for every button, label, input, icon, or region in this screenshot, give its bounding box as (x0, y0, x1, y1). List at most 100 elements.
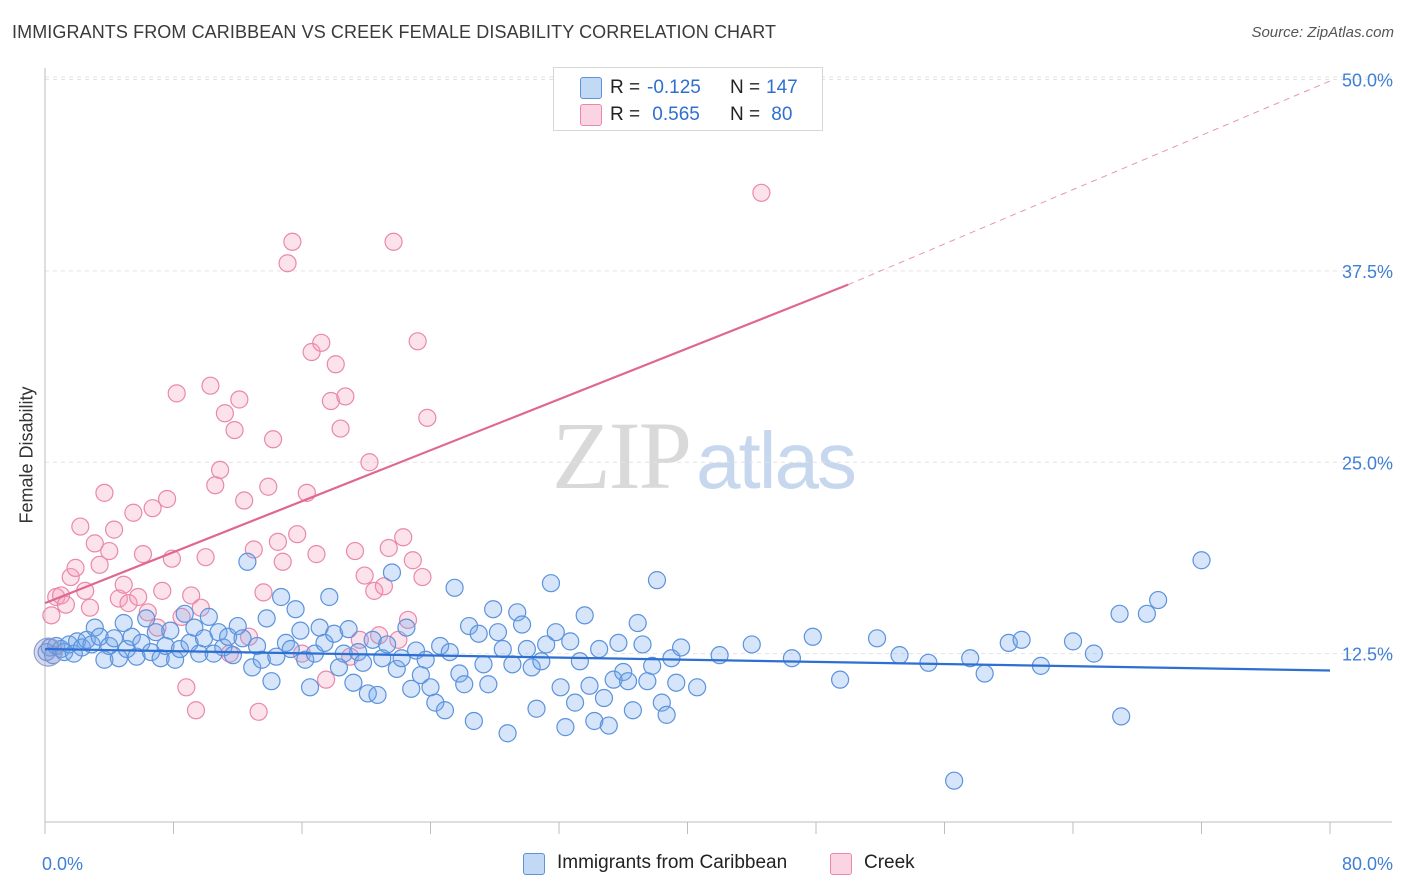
creek-point (345, 541, 365, 561)
caribbean-point (522, 658, 541, 677)
n-value: 80 (766, 104, 793, 125)
creek-point (42, 606, 61, 625)
creek-point (336, 387, 355, 406)
creek-point (133, 545, 153, 564)
caribbean-point (281, 639, 300, 659)
x-tick-label: 0.0% (42, 854, 83, 874)
r-label: R = (610, 104, 641, 125)
creek-point (268, 532, 288, 551)
creek-point (273, 552, 292, 571)
watermark: ZIPatlas (552, 400, 857, 511)
caribbean-point (546, 623, 565, 642)
caribbean-point (344, 673, 363, 692)
caribbean-point (688, 678, 707, 697)
caribbean-point (532, 652, 551, 671)
creek-point (138, 603, 157, 622)
creek-point (90, 555, 109, 574)
creek-point (283, 232, 302, 251)
creek-point (225, 420, 244, 440)
tick-labels: 12.5% 25.0% 37.5% 50.0% 0.0% 80.0% (42, 71, 1393, 875)
creek-point (413, 567, 432, 587)
caribbean-point (565, 693, 585, 712)
caribbean-cluster-point (33, 637, 63, 667)
caribbean-point (541, 574, 561, 593)
creek-point (360, 453, 379, 472)
creek-point (95, 483, 114, 502)
creek-point (398, 610, 418, 630)
caribbean-point (474, 655, 493, 674)
creek-point (109, 589, 128, 608)
caribbean-point (575, 606, 594, 625)
caribbean-point (527, 699, 546, 718)
creek-point (259, 477, 278, 496)
caribbean-point (498, 724, 517, 743)
caribbean-point (114, 613, 133, 633)
creek-point (307, 545, 326, 564)
y-tick-label: 50.0% (1342, 71, 1393, 91)
y-tick-label: 25.0% (1342, 453, 1393, 473)
caribbean-point (272, 587, 291, 607)
caribbean-point (1012, 630, 1031, 649)
legend-swatch-creek (580, 104, 602, 126)
caribbean-point (329, 658, 349, 677)
caribbean-point (975, 664, 994, 683)
creek-point (104, 520, 124, 539)
caribbean-point (479, 675, 498, 694)
caribbean-point (455, 675, 474, 694)
caribbean-point (488, 623, 508, 642)
caribbean-point (122, 627, 141, 646)
caribbean-point (146, 623, 165, 642)
caribbean-point (199, 607, 218, 626)
caribbean-point (867, 629, 887, 648)
legend-swatch-caribbean (580, 77, 602, 99)
caribbean-point (175, 604, 194, 623)
creek-point (384, 232, 403, 251)
legend-label-caribbean: Immigrants from Caribbean (557, 852, 788, 873)
r-value: -0.125 (647, 77, 701, 98)
chart-title: IMMIGRANTS FROM CARIBBEAN VS CREEK FEMAL… (12, 22, 777, 42)
legend-swatch-creek (830, 853, 852, 875)
caribbean-point (609, 633, 628, 653)
creek-point (172, 607, 191, 626)
creek-point (201, 376, 220, 395)
creek-point (365, 581, 384, 600)
caribbean-point (657, 705, 676, 724)
creek-point (114, 575, 133, 594)
creek-point (85, 534, 104, 553)
n-value: 147 (766, 77, 798, 98)
creek-point (66, 558, 85, 577)
caribbean-point (257, 609, 276, 628)
caribbean-point (580, 676, 599, 695)
creek-point (752, 183, 771, 202)
caribbean-point (161, 621, 180, 640)
caribbean-point (137, 609, 156, 628)
caribbean-point (594, 688, 614, 708)
creek-point (374, 577, 394, 596)
caribbean-point (1063, 632, 1083, 651)
creek-point (254, 583, 273, 602)
caribbean-point (291, 621, 310, 640)
caribbean-point (286, 600, 305, 619)
caribbean-point (1149, 590, 1168, 610)
caribbean-point (262, 672, 281, 691)
caribbean-point (416, 650, 435, 669)
caribbean-point (90, 627, 109, 646)
chart-source: Source: ZipAtlas.com (1251, 24, 1394, 41)
creek-point (326, 355, 345, 374)
r-value: 0.565 (647, 104, 700, 125)
creek-point (355, 566, 374, 585)
caribbean-point (493, 639, 512, 659)
creek-point (278, 254, 297, 273)
creek-trend-extension (847, 80, 1331, 286)
caribbean-point (890, 646, 909, 665)
caribbean-point (127, 647, 146, 666)
legend-label-creek: Creek (864, 852, 915, 873)
caribbean-point (599, 716, 618, 735)
caribbean-point (484, 600, 503, 619)
creek-point (302, 342, 321, 362)
creek-point (153, 581, 172, 600)
caribbean-point (378, 635, 397, 654)
creek-point (100, 541, 119, 561)
creek-point (316, 670, 336, 689)
creek-point (331, 419, 350, 438)
